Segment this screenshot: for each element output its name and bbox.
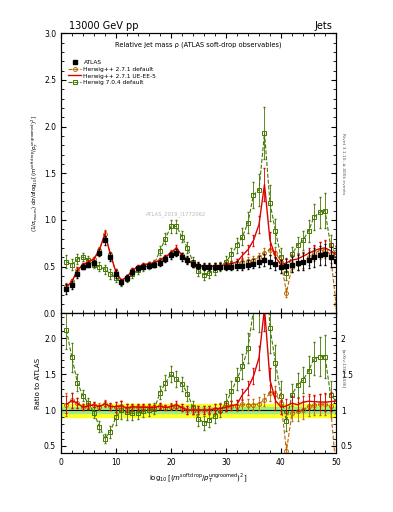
Text: Jets: Jets bbox=[314, 20, 332, 31]
Text: [arXiv:1306.3436]: [arXiv:1306.3436] bbox=[341, 349, 345, 388]
Text: ATLAS_2019_I1772062: ATLAS_2019_I1772062 bbox=[146, 211, 207, 217]
Text: Rivet 3.1.10, ≥ 400k events: Rivet 3.1.10, ≥ 400k events bbox=[341, 133, 345, 195]
Legend: ATLAS, Herwig++ 2.7.1 default, Herwig++ 2.7.1 UE-EE-5, Herwig 7.0.4 default: ATLAS, Herwig++ 2.7.1 default, Herwig++ … bbox=[66, 58, 158, 87]
Y-axis label: $(1/\sigma_{\rm resum})$ $d\sigma/d\log_{10}[(m^{\rm soft\,drop}/p_T^{\rm ungroo: $(1/\sigma_{\rm resum})$ $d\sigma/d\log_… bbox=[30, 115, 41, 232]
Text: Relative jet mass ρ (ATLAS soft-drop observables): Relative jet mass ρ (ATLAS soft-drop obs… bbox=[115, 41, 282, 48]
Y-axis label: Ratio to ATLAS: Ratio to ATLAS bbox=[35, 358, 41, 409]
Text: 13000 GeV pp: 13000 GeV pp bbox=[69, 20, 138, 31]
X-axis label: $\log_{10}[(m^{\rm soft\,drop}/p_T^{\rm ungroomed})^2]$: $\log_{10}[(m^{\rm soft\,drop}/p_T^{\rm … bbox=[149, 471, 248, 485]
